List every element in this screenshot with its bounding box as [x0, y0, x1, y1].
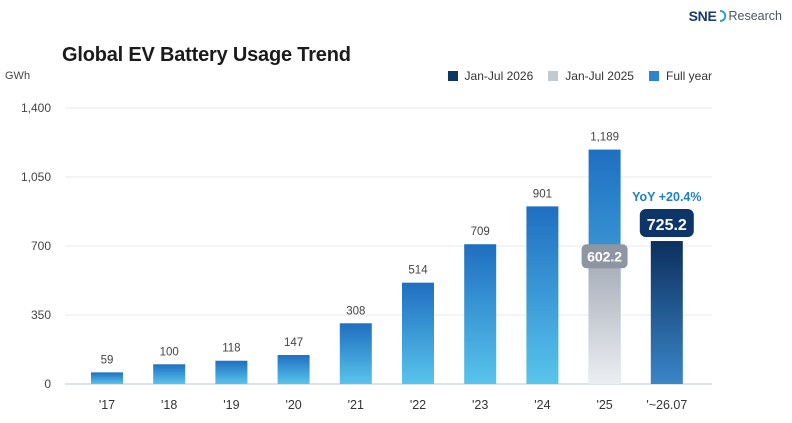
- data-label: 118: [222, 343, 240, 355]
- legend-swatch: [648, 71, 659, 81]
- swirl-icon: [719, 10, 726, 22]
- x-tick-label: '22: [410, 398, 426, 412]
- y-tick-label: 1,400: [21, 101, 51, 115]
- brand-name-rest: Research: [728, 9, 783, 23]
- x-tick-label: '18: [161, 398, 177, 412]
- data-label: 308: [346, 305, 365, 317]
- bar-full-year: [215, 360, 248, 384]
- bar-jan-jul-2025: [588, 265, 621, 384]
- data-label: 514: [408, 265, 428, 277]
- bar-full-year: [153, 364, 186, 384]
- bar-full-year: [277, 355, 310, 384]
- callout-value-2026: 725.2: [647, 217, 687, 234]
- y-tick-label: 1,050: [21, 170, 51, 184]
- data-label: 59: [101, 354, 114, 366]
- bar-full-year: [91, 372, 123, 384]
- legend-item-jan-jul-2025: Jan-Jul 2025: [548, 69, 634, 83]
- chart-title: Global EV Battery Usage Trend: [62, 44, 351, 66]
- x-tick-label: '19: [223, 398, 239, 412]
- x-tick-label: '25: [596, 398, 612, 412]
- yoy-annotation: YoY +20.4%: [632, 190, 701, 204]
- bar-full-year: [402, 282, 434, 384]
- y-axis-unit: GWh: [5, 70, 31, 82]
- callout-value-2025: 602.2: [587, 248, 622, 264]
- legend-item-full-year: Full year: [648, 69, 712, 83]
- y-tick-label: 0: [44, 377, 51, 391]
- legend-label: Jan-Jul 2026: [464, 69, 534, 83]
- legend-swatch: [447, 71, 458, 81]
- bar-jan-jul-2026: [650, 241, 683, 384]
- legend-label: Full year: [665, 69, 712, 83]
- x-tick-label: '~26.07: [646, 398, 687, 412]
- x-tick-label: '21: [348, 398, 364, 412]
- callout-box-2026: [639, 209, 694, 238]
- data-label: 1,189: [590, 132, 619, 144]
- x-tick-label: '20: [285, 398, 301, 412]
- brand-logo: SNE Research: [689, 8, 782, 24]
- data-label: 709: [471, 226, 490, 238]
- y-tick-label: 350: [31, 308, 51, 322]
- bar-full-year: [526, 206, 559, 384]
- callout-box-2025: [581, 244, 628, 269]
- bar-full-year: [464, 244, 497, 384]
- data-label: 100: [160, 346, 179, 358]
- x-tick-label: '24: [534, 398, 550, 412]
- brand-name-bold: SNE: [688, 8, 717, 24]
- data-label: 901: [533, 188, 552, 200]
- legend-swatch: [548, 71, 559, 81]
- legend-item-jan-jul-2026: Jan-Jul 2026: [447, 69, 534, 83]
- x-tick-label: '23: [472, 398, 488, 412]
- legend-label: Jan-Jul 2025: [565, 69, 634, 83]
- data-label: 147: [284, 337, 303, 349]
- bar-full-year: [339, 323, 372, 384]
- legend: Jan-Jul 2026 Jan-Jul 2025 Full year: [447, 69, 712, 83]
- y-tick-label: 700: [31, 239, 51, 253]
- x-tick-label: '17: [99, 398, 115, 412]
